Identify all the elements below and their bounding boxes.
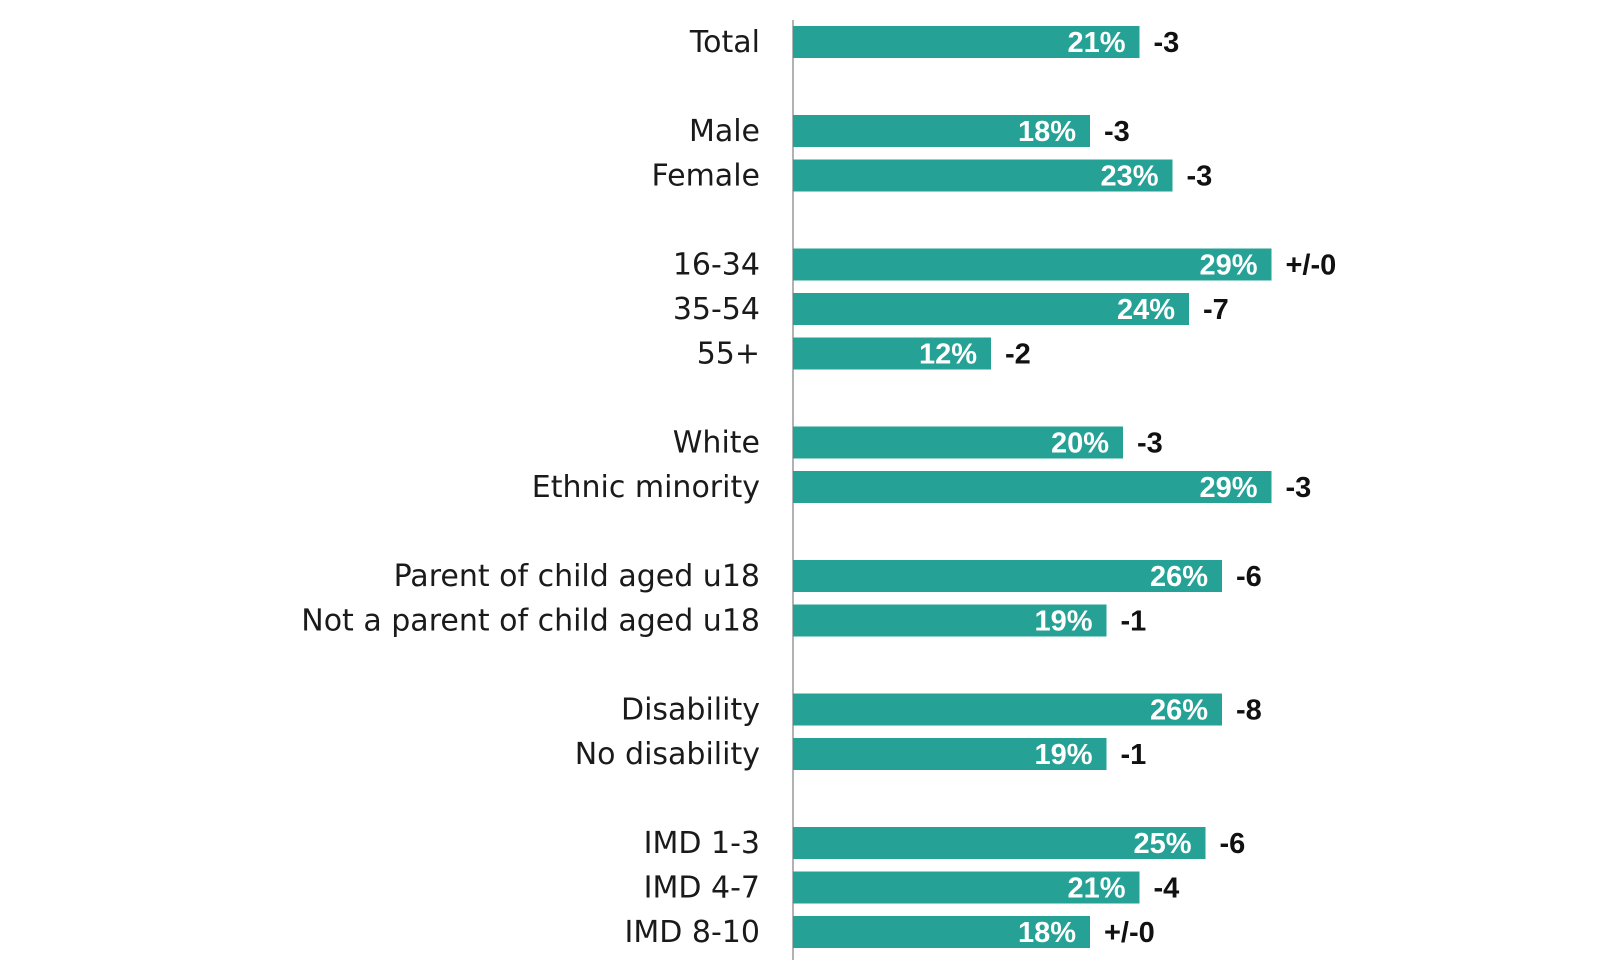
value-label: 29% [1199,472,1257,504]
change-label: -4 [1154,873,1180,905]
value-label: 29% [1199,250,1257,282]
change-label: -3 [1154,27,1180,59]
category-label: White [673,426,760,461]
change-label: -1 [1121,606,1147,638]
category-label: No disability [575,737,760,772]
category-label: Ethnic minority [532,470,760,505]
change-label: +/-0 [1286,250,1337,282]
value-label: 21% [1067,27,1125,59]
change-label: -6 [1220,828,1246,860]
bar-row-imd-4-7: IMD 4-7 21% -4 [644,871,1180,906]
bar-row-total: Total 21% -3 [689,25,1179,60]
bar [793,115,1090,147]
category-label: Parent of child aged u18 [394,559,760,594]
category-label: IMD 4-7 [644,871,760,906]
bar [793,693,1222,726]
chart-rows: Total 21% -3 Male 18% -3 Female 23% -3 16-34 29% +/… [301,25,1336,950]
bar-row-no-disability: No disability 19% -1 [575,737,1147,772]
value-label: 18% [1018,917,1076,949]
category-label: 55+ [697,337,760,372]
bar-row-ethnic-minority: Ethnic minority 29% -3 [532,470,1312,505]
value-label: 18% [1018,116,1076,148]
bar-row-16-34: 16-34 29% +/-0 [673,248,1336,283]
category-label: Disability [621,693,760,728]
bar-row-imd-1-3: IMD 1-3 25% -6 [644,826,1246,861]
value-label: 25% [1133,828,1191,860]
change-label: -7 [1203,294,1229,326]
category-label: Not a parent of child aged u18 [301,604,760,639]
bar-row-disability: Disability 26% -8 [621,693,1262,728]
category-label: IMD 8-10 [625,915,760,950]
bar-row-white: White 20% -3 [673,426,1163,461]
bar-row-male: Male 18% -3 [689,114,1130,149]
value-label: 21% [1067,873,1125,905]
bar-row-imd-8-10: IMD 8-10 18% +/-0 [625,915,1155,950]
bar-row-35-54: 35-54 24% -7 [673,292,1229,327]
bar [793,248,1272,281]
change-label: -3 [1104,116,1130,148]
bar-row-female: Female 23% -3 [652,159,1213,194]
category-label: IMD 1-3 [644,826,760,861]
bar [793,738,1107,770]
change-label: -3 [1187,161,1213,193]
bar-row-55: 55+ 12% -2 [697,337,1031,372]
category-label: 35-54 [673,292,760,327]
change-label: -6 [1236,561,1262,593]
bar-row-parent-of-child-aged-u18: Parent of child aged u18 26% -6 [394,559,1262,594]
value-label: 19% [1034,739,1092,771]
bar [793,604,1107,637]
change-label: -1 [1121,739,1147,771]
category-label: Male [689,114,760,149]
value-label: 19% [1034,606,1092,638]
bar [793,916,1090,948]
bar [793,159,1173,192]
value-label: 12% [919,339,977,371]
bar [793,827,1206,859]
change-label: -3 [1286,472,1312,504]
bar [793,337,991,370]
change-label: +/-0 [1104,917,1155,949]
value-label: 20% [1051,428,1109,460]
bar [793,293,1189,325]
bar [793,471,1272,503]
category-label: Total [689,25,760,60]
change-label: -3 [1137,428,1163,460]
value-label: 26% [1150,561,1208,593]
bar [793,871,1140,904]
category-label: Female [652,159,760,194]
bar [793,426,1123,459]
value-label: 24% [1117,294,1175,326]
change-label: -8 [1236,695,1262,727]
value-label: 26% [1150,695,1208,727]
value-label: 23% [1100,161,1158,193]
bar [793,560,1222,592]
change-label: -2 [1005,339,1031,371]
bar [793,26,1140,58]
bar-row-not-a-parent-of-child-aged-u18: Not a parent of child aged u18 19% -1 [301,604,1146,639]
category-label: 16-34 [673,248,760,283]
